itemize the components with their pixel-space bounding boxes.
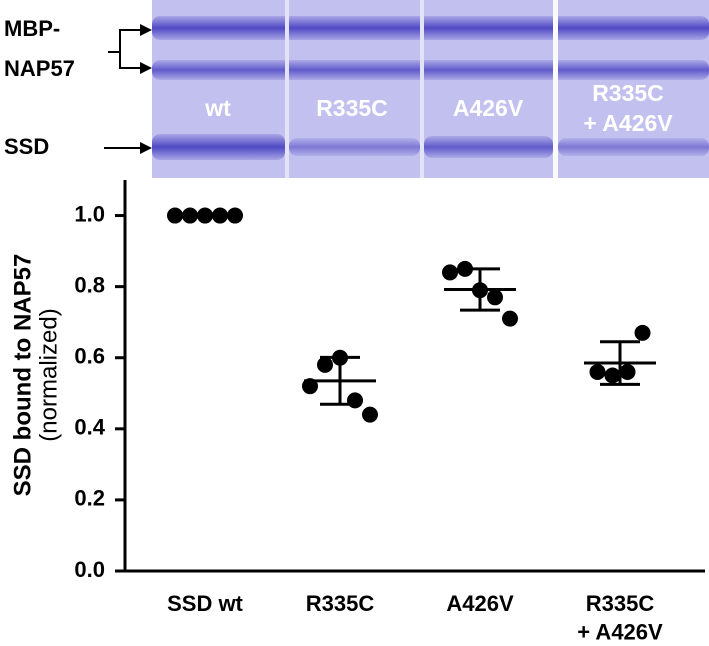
data-point <box>317 356 333 373</box>
y-tick-label: 1.0 <box>74 201 105 226</box>
lane-label: A426V <box>453 95 524 121</box>
data-point <box>589 363 606 380</box>
y-tick-label: 0.8 <box>74 272 105 297</box>
data-point <box>604 367 621 384</box>
band-label: NAP57 <box>4 56 75 81</box>
band-label: SSD <box>4 134 49 159</box>
x-tick-label: R335C <box>306 591 375 616</box>
data-point <box>634 324 651 341</box>
y-tick-label: 0.6 <box>74 344 105 369</box>
y-axis-subtitle: (normalized) <box>35 308 62 441</box>
arrows <box>104 29 146 149</box>
data-point <box>197 207 213 224</box>
y-tick-label: 0.2 <box>74 486 105 511</box>
data-point <box>302 378 318 395</box>
band-label: MBP- <box>4 16 60 41</box>
data-point <box>227 207 243 224</box>
x-tick-label: R335C + A426V <box>577 591 663 645</box>
data-point <box>347 392 363 409</box>
lane-label: R335C + A426V <box>583 80 673 136</box>
data-point <box>212 207 228 224</box>
x-tick-label: SSD wt <box>167 591 243 616</box>
data-point <box>472 282 488 299</box>
y-tick-label: 0.0 <box>74 557 105 582</box>
lane-label: wt <box>204 95 231 121</box>
data-point <box>332 349 348 366</box>
data-point <box>362 406 378 423</box>
data-point <box>182 207 198 224</box>
data-point <box>619 363 636 380</box>
lane-label: R335C <box>316 95 388 121</box>
data-point <box>487 289 503 306</box>
y-axis-title: SSD bound to NAP57 <box>9 254 36 497</box>
data-point <box>442 264 458 281</box>
gel-image <box>152 0 709 178</box>
arrowheads <box>140 24 152 154</box>
x-tick-label: A426V <box>446 591 514 616</box>
data-point <box>457 260 473 277</box>
y-tick-label: 0.4 <box>74 415 105 440</box>
data-point <box>167 207 183 224</box>
data-point <box>502 310 518 327</box>
